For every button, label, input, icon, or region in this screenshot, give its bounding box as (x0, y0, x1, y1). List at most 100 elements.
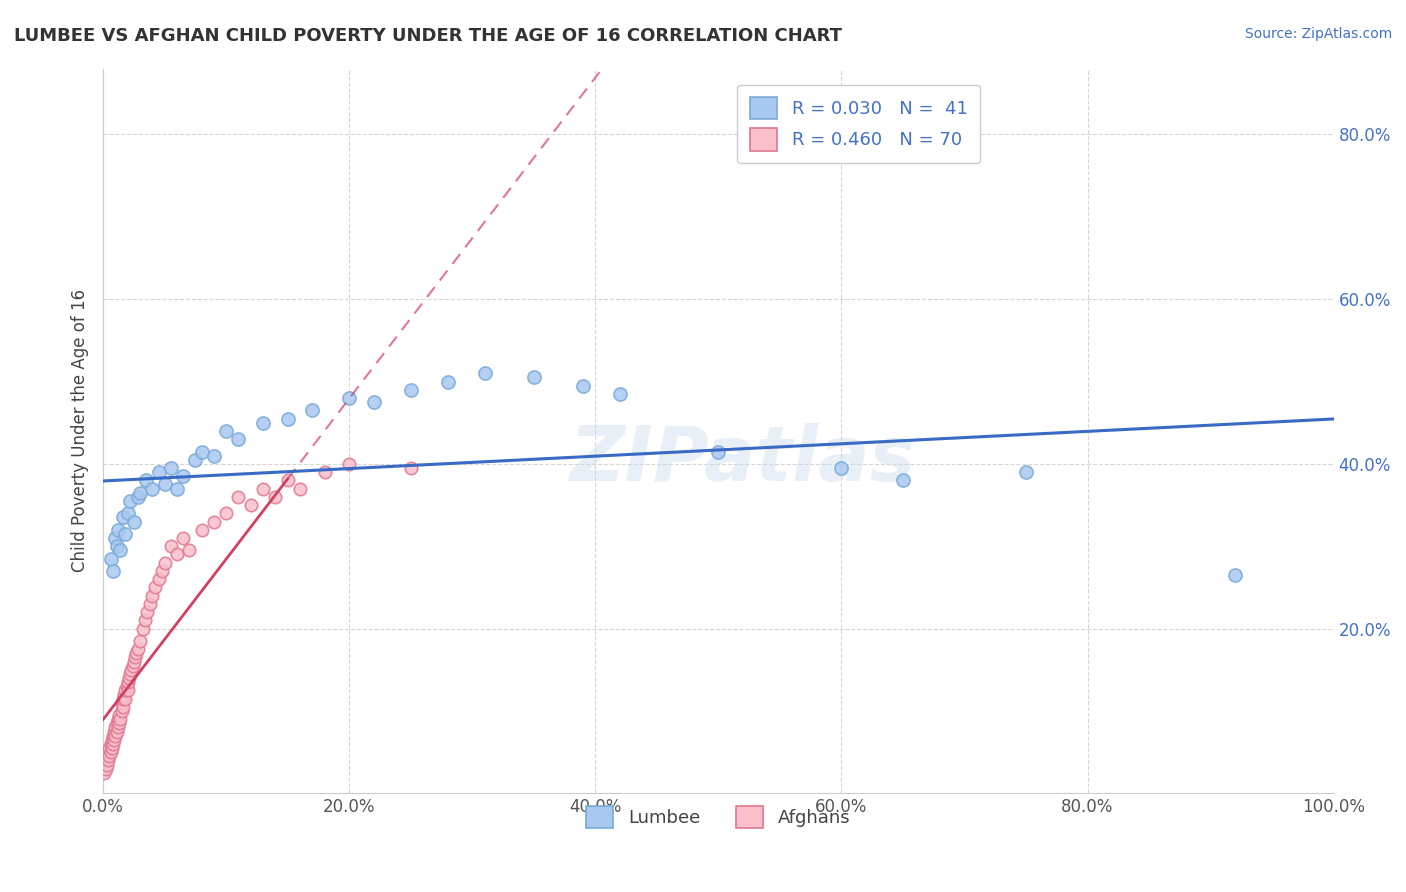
Point (288, 482, 311, 496)
Point (108, 708, 131, 723)
Point (118, 671, 141, 685)
Point (120, 667, 142, 681)
Point (101, 564, 124, 578)
Point (96, 757, 118, 772)
Point (136, 605, 159, 619)
Point (100, 737, 122, 751)
Point (277, 474, 299, 488)
Point (1015, 465, 1038, 479)
Point (117, 683, 139, 698)
Point (609, 387, 631, 401)
Point (94, 753, 117, 767)
Text: ZIPatlas: ZIPatlas (569, 423, 915, 497)
Point (264, 490, 287, 504)
Point (172, 469, 194, 483)
Point (100, 745, 122, 759)
Point (114, 691, 136, 706)
Point (104, 729, 127, 743)
Point (114, 683, 136, 698)
Point (107, 523, 129, 537)
Point (111, 691, 134, 706)
Point (101, 729, 124, 743)
Point (202, 449, 225, 463)
Point (134, 613, 156, 627)
Point (98, 749, 121, 764)
Point (127, 642, 149, 657)
Point (474, 366, 496, 380)
Point (125, 646, 148, 660)
Point (93, 765, 115, 780)
Point (159, 461, 181, 475)
Point (98, 741, 121, 756)
Point (100, 551, 122, 566)
Point (110, 543, 132, 558)
Point (105, 539, 128, 553)
Point (100, 732, 122, 747)
Point (399, 461, 422, 475)
Point (184, 452, 207, 467)
Point (96, 749, 118, 764)
Point (97, 753, 120, 767)
Point (202, 515, 225, 529)
Point (117, 675, 139, 690)
Point (115, 679, 138, 693)
Point (143, 581, 166, 595)
Point (277, 411, 299, 425)
Point (141, 589, 163, 603)
Point (110, 704, 132, 718)
Point (363, 395, 385, 409)
Point (215, 424, 238, 438)
Point (337, 391, 360, 405)
Point (135, 474, 157, 488)
Point (179, 543, 201, 558)
Point (120, 494, 142, 508)
Point (111, 699, 134, 714)
Point (104, 531, 127, 545)
Text: LUMBEE VS AFGHAN CHILD POVERTY UNDER THE AGE OF 16 CORRELATION CHART: LUMBEE VS AFGHAN CHILD POVERTY UNDER THE… (14, 27, 842, 45)
Point (104, 721, 127, 735)
Point (103, 724, 125, 739)
Point (572, 378, 595, 392)
Point (97, 745, 120, 759)
Point (159, 539, 181, 553)
Point (107, 721, 129, 735)
Point (141, 482, 163, 496)
Point (228, 432, 250, 446)
Point (228, 490, 250, 504)
Point (148, 572, 170, 586)
Point (153, 477, 176, 491)
Point (314, 465, 336, 479)
Point (105, 724, 128, 739)
Point (114, 527, 136, 541)
Point (131, 622, 153, 636)
Point (122, 515, 145, 529)
Point (166, 482, 188, 496)
Point (1225, 568, 1247, 582)
Point (252, 416, 274, 430)
Point (117, 506, 139, 520)
Point (129, 634, 152, 648)
Point (337, 457, 360, 471)
Point (139, 597, 162, 611)
Point (129, 485, 152, 500)
Point (190, 523, 212, 537)
Point (707, 444, 730, 458)
Y-axis label: Child Poverty Under the Age of 16: Child Poverty Under the Age of 16 (72, 289, 89, 573)
Legend: Lumbee, Afghans: Lumbee, Afghans (579, 798, 858, 835)
Point (190, 444, 212, 458)
Point (108, 716, 131, 731)
Point (399, 383, 422, 397)
Point (215, 506, 238, 520)
Point (122, 655, 145, 669)
Point (111, 510, 134, 524)
Point (239, 498, 262, 512)
Point (120, 663, 142, 677)
Text: Source: ZipAtlas.com: Source: ZipAtlas.com (1244, 27, 1392, 41)
Point (107, 712, 129, 726)
Point (891, 474, 914, 488)
Point (172, 531, 194, 545)
Point (301, 403, 323, 417)
Point (252, 482, 274, 496)
Point (166, 548, 188, 562)
Point (153, 556, 176, 570)
